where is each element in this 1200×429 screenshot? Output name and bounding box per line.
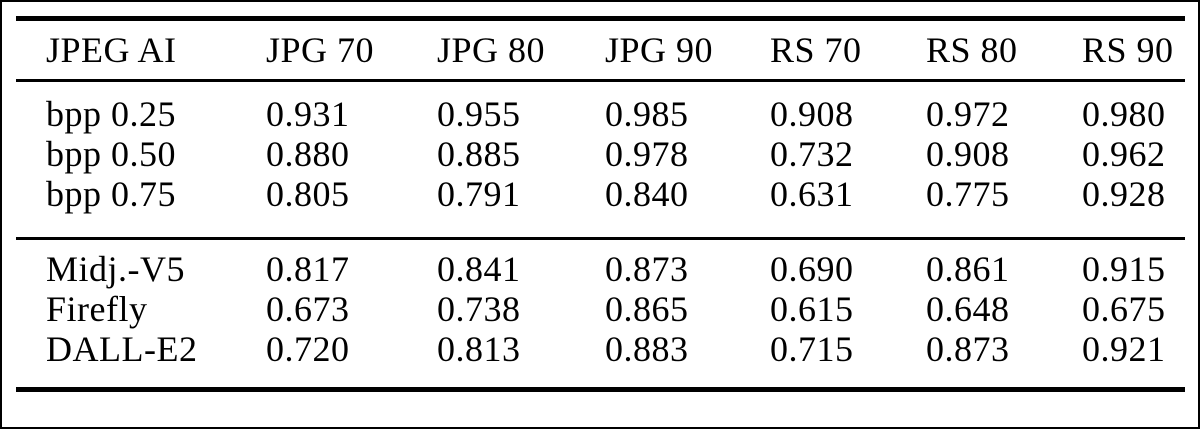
table-row: Midj.-V5 0.817 0.841 0.873 0.690 0.861 0… — [16, 239, 1185, 290]
value-cell: 0.861 — [926, 249, 1010, 289]
value-cell: 0.715 — [770, 329, 854, 369]
table-group-bpp: bpp 0.25 0.931 0.955 0.985 0.908 0.972 0… — [16, 81, 1185, 239]
value-cell: 0.690 — [770, 249, 854, 289]
row-label: Midj.-V5 — [46, 249, 185, 289]
value-cell: 0.931 — [266, 94, 350, 134]
row-label: DALL-E2 — [46, 329, 198, 369]
value-cell: 0.840 — [605, 174, 689, 214]
value-cell: 0.915 — [1082, 249, 1166, 289]
value-cell: 0.648 — [926, 289, 1010, 329]
value-cell: 0.865 — [605, 289, 689, 329]
header-cell-rs90: RS 90 — [1082, 18, 1185, 82]
header-cell-rs70: RS 70 — [770, 18, 926, 82]
value-cell: 0.980 — [1082, 94, 1166, 134]
value-cell: 0.880 — [266, 134, 350, 174]
value-cell: 0.813 — [437, 329, 521, 369]
value-cell: 0.732 — [770, 134, 854, 174]
value-cell: 0.978 — [605, 134, 689, 174]
header-row: JPEG AI JPG 70 JPG 80 JPG 90 RS 70 RS 80… — [16, 18, 1185, 82]
value-cell: 0.908 — [770, 94, 854, 134]
header-cell-jpeg-ai: JPEG AI — [16, 18, 266, 82]
header-cell-jpg70: JPG 70 — [266, 18, 437, 82]
value-cell: 0.928 — [1082, 174, 1166, 214]
value-cell: 0.738 — [437, 289, 521, 329]
table-row: Firefly 0.673 0.738 0.865 0.615 0.648 0.… — [16, 289, 1185, 329]
value-cell: 0.873 — [926, 329, 1010, 369]
value-cell: 0.631 — [770, 174, 854, 214]
value-cell: 0.805 — [266, 174, 350, 214]
row-label: bpp 0.50 — [46, 134, 176, 174]
value-cell: 0.962 — [1082, 134, 1166, 174]
value-cell: 0.873 — [605, 249, 689, 289]
value-cell: 0.817 — [266, 249, 350, 289]
value-cell: 0.775 — [926, 174, 1010, 214]
results-table: JPEG AI JPG 70 JPG 80 JPG 90 RS 70 RS 80… — [16, 16, 1185, 392]
value-cell: 0.675 — [1082, 289, 1166, 329]
table-row: DALL-E2 0.720 0.813 0.883 0.715 0.873 0.… — [16, 329, 1185, 390]
table-row: bpp 0.25 0.931 0.955 0.985 0.908 0.972 0… — [16, 81, 1185, 135]
row-label: bpp 0.75 — [46, 174, 176, 214]
table-group-generators: Midj.-V5 0.817 0.841 0.873 0.690 0.861 0… — [16, 238, 1185, 390]
value-cell: 0.972 — [926, 94, 1010, 134]
value-cell: 0.908 — [926, 134, 1010, 174]
value-cell: 0.955 — [437, 94, 521, 134]
value-cell: 0.883 — [605, 329, 689, 369]
row-label: bpp 0.25 — [46, 94, 176, 134]
value-cell: 0.791 — [437, 174, 521, 214]
value-cell: 0.615 — [770, 289, 854, 329]
value-cell: 0.841 — [437, 249, 521, 289]
value-cell: 0.885 — [437, 134, 521, 174]
table-row: bpp 0.75 0.805 0.791 0.840 0.631 0.775 0… — [16, 174, 1185, 239]
header-cell-jpg90: JPG 90 — [605, 18, 770, 82]
value-cell: 0.720 — [266, 329, 350, 369]
value-cell: 0.921 — [1082, 329, 1166, 369]
header-cell-jpg80: JPG 80 — [437, 18, 605, 82]
table-row: bpp 0.50 0.880 0.885 0.978 0.732 0.908 0… — [16, 134, 1185, 174]
row-label: Firefly — [46, 289, 148, 329]
value-cell: 0.985 — [605, 94, 689, 134]
value-cell: 0.673 — [266, 289, 350, 329]
table-header: JPEG AI JPG 70 JPG 80 JPG 90 RS 70 RS 80… — [16, 18, 1185, 82]
header-cell-rs80: RS 80 — [926, 18, 1082, 82]
